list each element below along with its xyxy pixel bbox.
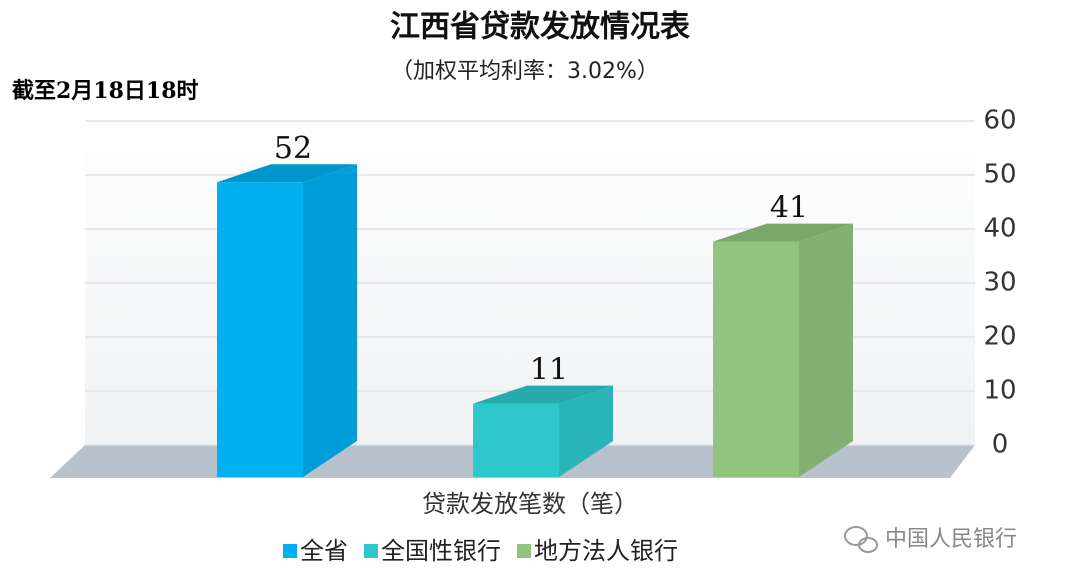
watermark: 中国人民银行 [885,527,1017,552]
value-label: 41 [770,191,808,226]
value-label: 11 [530,353,568,388]
bar-side [559,385,613,477]
y-tick-label: 50 [983,160,1016,190]
legend-swatch [364,544,378,558]
watermark-icon [844,526,878,553]
y-tick-label: 40 [983,214,1016,244]
y-tick-label: 30 [983,268,1016,298]
y-tick-label: 0 [992,430,1009,460]
bar-side [799,223,853,477]
chart-subtitle: （加权平均利率：3.02%） [391,59,659,84]
y-tick-label: 10 [983,376,1016,406]
value-label: 52 [274,131,312,166]
x-axis-label: 贷款发放笔数（笔） [422,490,638,518]
annotation: 截至2月18日18时 [12,78,199,104]
y-tick-label: 60 [983,106,1016,136]
bar-top [713,223,853,242]
legend-label: 全省 [300,537,348,565]
legend-label: 地方法人银行 [534,537,678,565]
legend-swatch [517,544,531,558]
legend-label: 全国性银行 [381,537,501,565]
bar-top [217,164,357,183]
bar-top [473,385,613,404]
bar-side [303,164,357,477]
legend-swatch [283,544,297,558]
bar [473,403,559,477]
bar [217,182,303,477]
bar [713,241,799,477]
chart-title: 江西省贷款发放情况表 [390,10,690,45]
y-tick-label: 20 [983,322,1016,352]
